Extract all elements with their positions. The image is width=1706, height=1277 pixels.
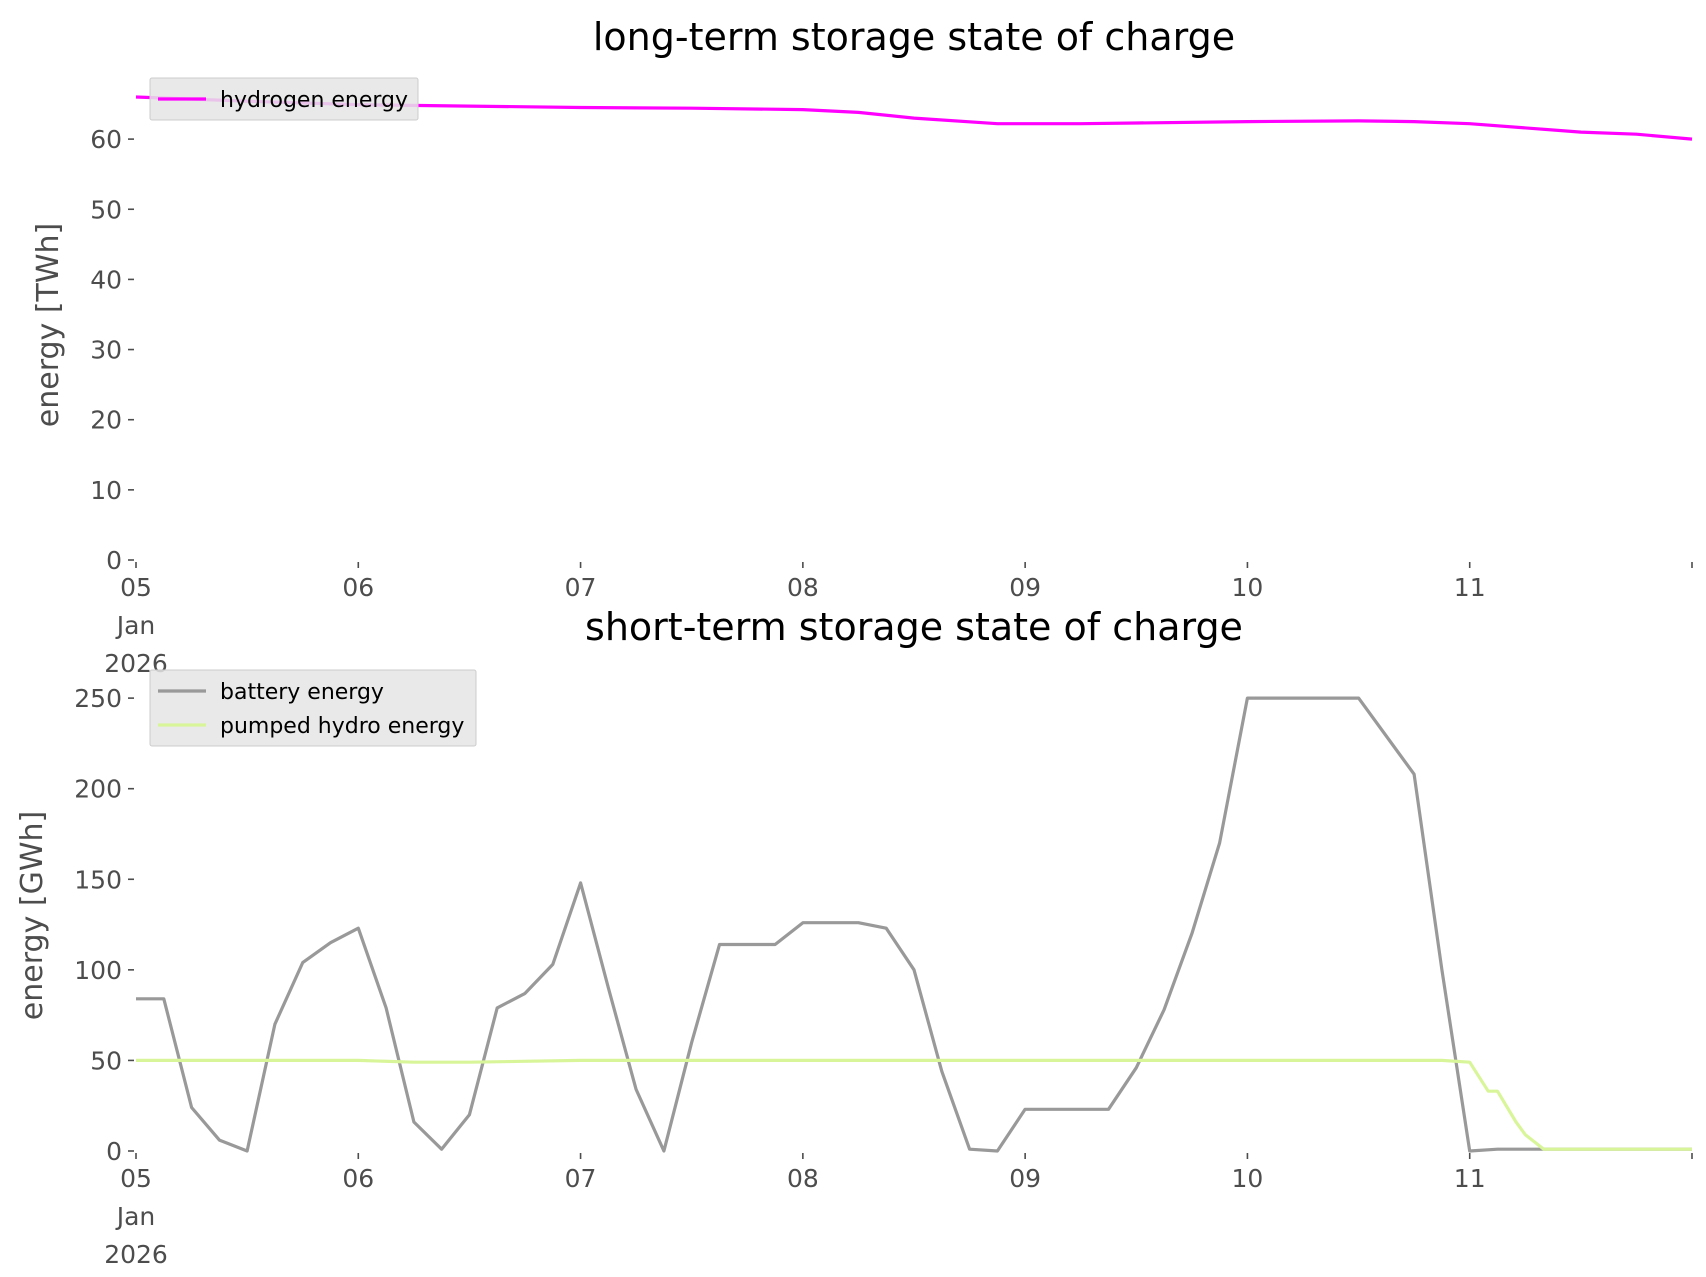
series-line-1 [135,95,1693,141]
x-tick-label: Jan [115,611,156,640]
x-tick-label: 11 [1454,1164,1486,1193]
x-tick-label: 11 [1454,573,1486,602]
x-tick-label: Jan [115,1202,156,1231]
x-tick-label: 10 [1232,573,1264,602]
chart-panel-1: long-term storage state of charge energy … [31,15,1693,678]
x-tick-label: 05 [120,1164,152,1193]
x-tick-label: 2026 [104,1240,168,1269]
series-line-2 [136,1058,1692,1151]
y-tick-label: 150 [74,865,122,894]
chart-title: long-term storage state of charge [593,15,1235,59]
x-tick-label: 09 [1009,1164,1041,1193]
x-tick-label: 06 [342,1164,374,1193]
y-tick-label: 0 [106,1137,122,1166]
legend-label: pumped hydro energy [220,714,464,739]
legend-label: battery energy [220,680,384,705]
y-tick-label: 200 [74,775,122,804]
x-tick-label: 10 [1232,1164,1264,1193]
y-axis-label: energy [GWh] [15,811,50,1020]
x-tick-label: 05 [120,573,152,602]
y-tick-label: 40 [90,265,122,294]
x-tick-label: 08 [787,1164,819,1193]
y-tick-label: 250 [74,684,122,713]
series-line-1 [136,696,1692,1153]
y-axis-label: energy [TWh] [31,223,66,427]
x-tick-label: 07 [565,573,597,602]
legend-box [149,77,419,121]
y-tick-label: 30 [90,336,122,365]
x-tick-label: 09 [1009,573,1041,602]
legend: hydrogen energy [149,77,419,121]
x-tick-label: 07 [565,1164,597,1193]
x-tick-label: 06 [342,573,374,602]
legend-label: hydrogen energy [220,88,408,113]
y-tick-label: 60 [90,125,122,154]
chart-panel-2: short-term storage state of charge energy… [15,605,1693,1269]
legend-box [149,669,477,747]
y-tick-label: 50 [90,1046,122,1075]
y-tick-label: 0 [106,546,122,575]
y-tick-label: 10 [90,476,122,505]
x-tick-label: 08 [787,573,819,602]
chart-title: short-term storage state of charge [585,605,1243,649]
y-tick-label: 50 [90,195,122,224]
legend: battery energy pumped hydro energy [149,669,477,747]
y-tick-label: 20 [90,406,122,435]
y-tick-label: 100 [74,956,122,985]
